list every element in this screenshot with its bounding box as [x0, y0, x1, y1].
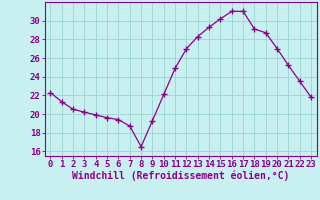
X-axis label: Windchill (Refroidissement éolien,°C): Windchill (Refroidissement éolien,°C)	[72, 171, 290, 181]
